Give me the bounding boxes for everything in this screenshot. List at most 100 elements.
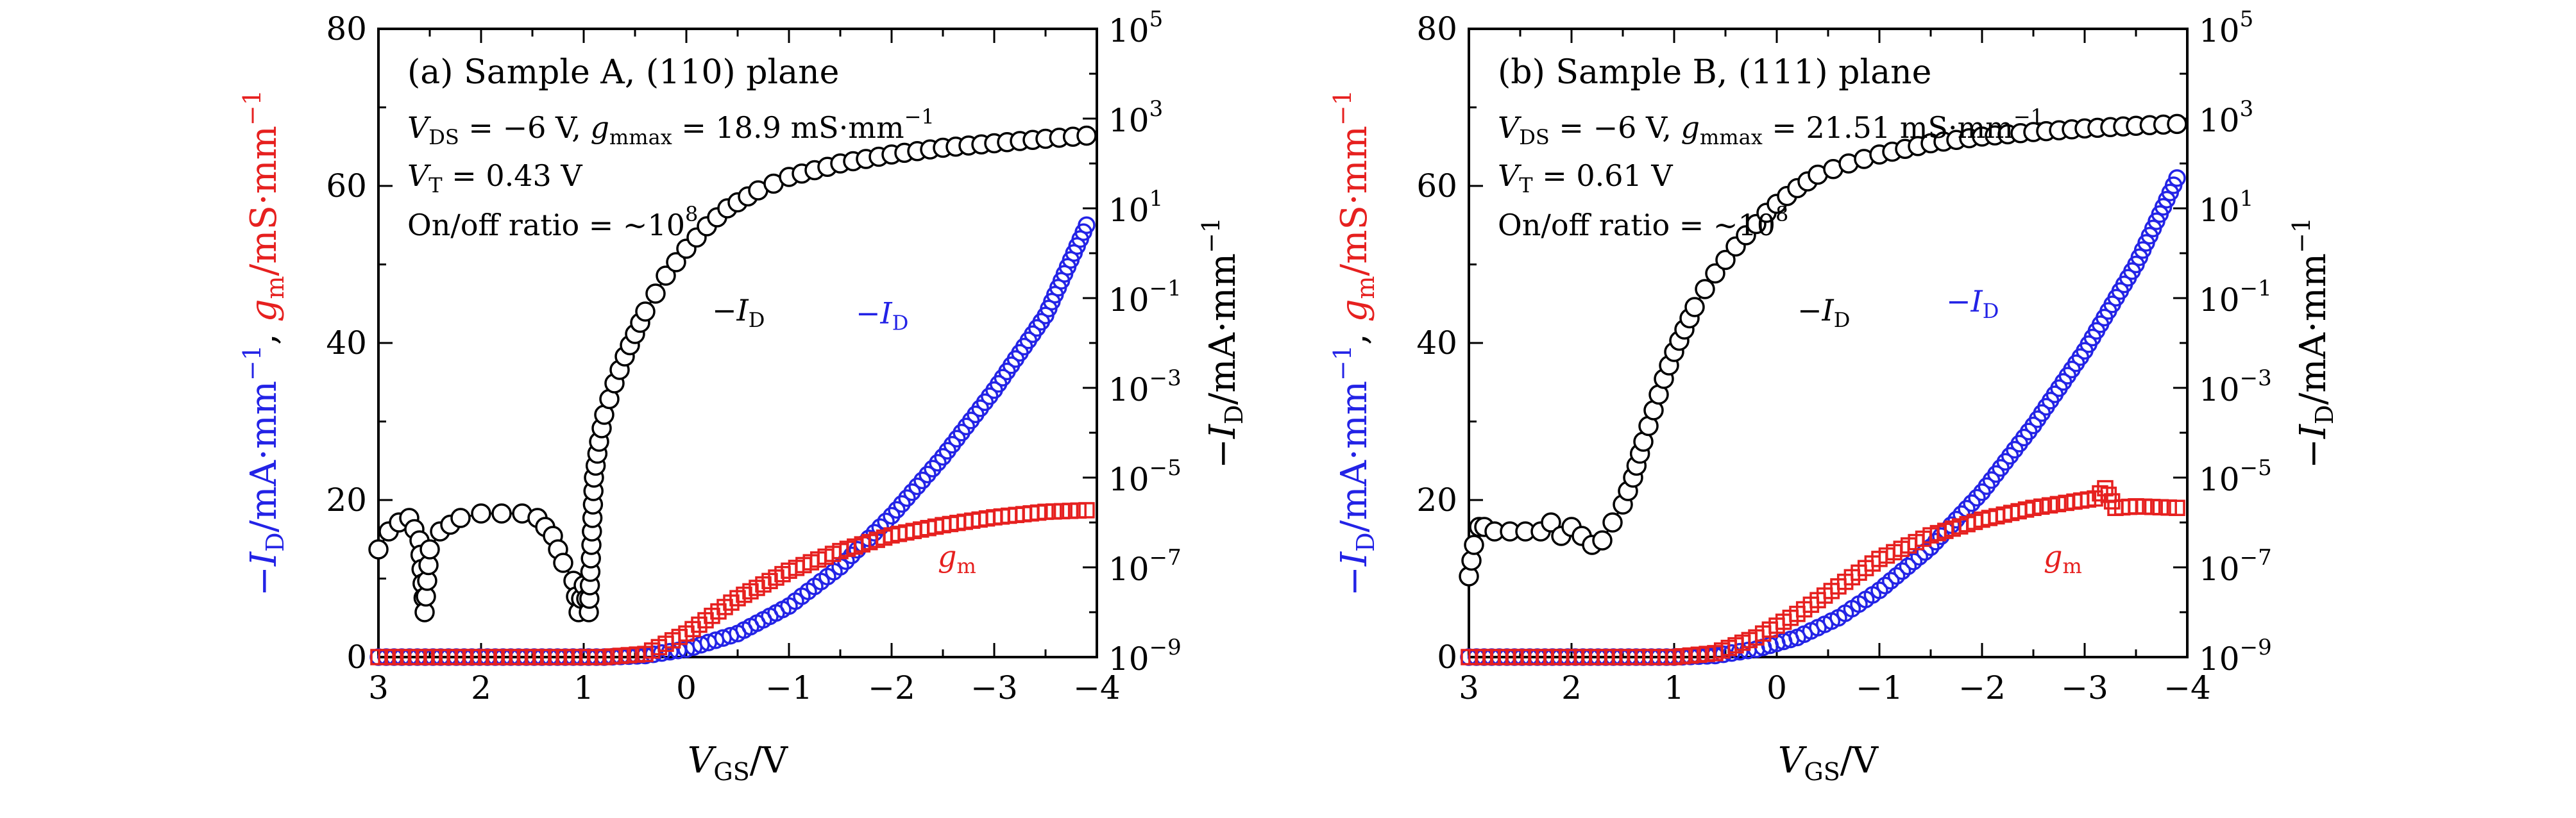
data-point: [903, 483, 921, 501]
data-point: [419, 539, 440, 560]
tick-exponent: −3: [1149, 365, 1182, 391]
title-part: /mA·mm: [1334, 381, 1375, 532]
data-point: [908, 477, 926, 496]
data-point: [1674, 648, 1691, 665]
data-point: [2033, 498, 2050, 515]
data-point: [1899, 557, 1917, 576]
series-red-gm: [370, 502, 1095, 665]
title-part: −: [1202, 438, 1244, 469]
data-point: [2168, 169, 2186, 187]
vds-value: = −6 V,: [459, 110, 591, 145]
tick-base: 10: [1108, 461, 1149, 498]
data-point: [2049, 496, 2067, 513]
data-point: [888, 501, 906, 519]
data-point: [604, 648, 621, 665]
y-left-tick-label: 0: [346, 639, 367, 676]
data-point: [898, 489, 916, 507]
data-point: [2041, 497, 2058, 514]
annotation-vt: VT = 0.61 V: [1498, 158, 1673, 197]
data-point: [450, 508, 471, 528]
annotation-vds-gm: VDS = −6 V, gmmax = 18.9 mS·mm−1: [407, 104, 935, 149]
tick-base: 10: [2199, 102, 2240, 139]
tick-base: 10: [2199, 12, 2240, 49]
tick-exponent: 1: [1149, 186, 1164, 212]
data-point: [1715, 249, 1736, 271]
gm-symbol: g: [590, 110, 609, 145]
tick-exponent: −7: [2240, 545, 2272, 571]
x-tick-label: −3: [970, 669, 1018, 706]
title-part: m: [261, 276, 289, 299]
series-blue-id: [1460, 169, 2186, 666]
x-tick-label: 1: [1664, 669, 1684, 706]
y-left-tick-label: 40: [326, 324, 367, 362]
tick-base: 10: [2199, 281, 2240, 319]
y-left-tick-label: 60: [326, 167, 367, 204]
y-right-tick-label: 105: [1108, 6, 1163, 49]
title-part: ,: [243, 322, 285, 345]
data-point: [596, 649, 613, 665]
data-point: [645, 283, 666, 304]
title-part: I: [1334, 551, 1375, 567]
data-point: [1070, 502, 1087, 519]
gm-symbol: g: [1681, 110, 1699, 145]
title-part: D: [1352, 532, 1380, 551]
tick-exponent: 5: [1149, 6, 1164, 32]
tick-base: 10: [1108, 192, 1149, 229]
title-part: −1: [1197, 217, 1225, 253]
tick-exponent: −1: [1149, 276, 1182, 301]
tick-exponent: −3: [2240, 365, 2272, 391]
data-point: [1682, 647, 1699, 664]
x-tick-label: 3: [1459, 669, 1479, 706]
label-subscript: D: [1834, 308, 1851, 332]
gm-exponent: −1: [904, 104, 935, 129]
data-point: [1464, 535, 1484, 555]
y-left-tick-label: 40: [1416, 324, 1457, 362]
y-right-tick-label: 10−1: [2199, 276, 2272, 319]
tick-base: 10: [2199, 192, 2240, 229]
x-axis-title: VGS/V: [1778, 740, 1879, 786]
y-right-tick-label: 10−7: [2199, 545, 2272, 588]
y-right-tick-label: 10−3: [2199, 365, 2272, 408]
data-point: [471, 503, 491, 524]
title-part: /mA·mm: [1202, 253, 1244, 405]
panel-b: 3 2 1 0 −1 −2 −3 −402040608010−910−710−510−310−…: [1328, 6, 2339, 786]
y-right-tick-label: 10−5: [1108, 455, 1182, 498]
onoff-text: On/off ratio = ~10: [407, 208, 685, 242]
data-point: [1876, 576, 1894, 595]
data-point: [1078, 216, 1096, 234]
label-symbol: g: [2044, 539, 2062, 574]
data-point: [1968, 488, 1986, 507]
series-black-log: [368, 125, 1097, 622]
x-tick-label: 3: [368, 669, 389, 706]
data-point: [1870, 581, 1888, 599]
label-symbol: g: [938, 539, 956, 574]
title-part: /mA·mm: [2292, 253, 2334, 405]
data-point: [368, 539, 389, 560]
panel-label: (b) Sample B, (111) plane: [1498, 53, 1931, 92]
label-subscript: D: [1983, 299, 1999, 323]
data-point: [1592, 530, 1613, 551]
x-tick-label: 2: [471, 669, 491, 706]
y-right-tick-label: 10−1: [1108, 276, 1182, 319]
gm-exponent: −1: [2013, 104, 2044, 129]
vt-symbol: V: [1498, 158, 1522, 193]
curve-label-gm: gm: [938, 539, 976, 578]
vt-value: = 0.43 V: [443, 158, 583, 193]
title-part: /V: [750, 740, 789, 781]
gm-subscript: mmax: [609, 125, 672, 149]
data-point: [1963, 494, 1981, 512]
label-prefix: −: [712, 293, 737, 328]
data-point: [919, 465, 936, 483]
y-left-tick-label: 60: [1416, 167, 1457, 204]
title-part: g: [243, 299, 285, 322]
tick-base: 10: [2199, 551, 2240, 588]
tick-base: 10: [1108, 281, 1149, 319]
tick-exponent: −1: [2240, 276, 2272, 301]
title-part: D: [1220, 405, 1248, 424]
data-point: [1893, 562, 1911, 580]
data-point: [2169, 499, 2185, 516]
title-part: GS: [713, 758, 749, 786]
curve-label-id-log: −ID: [1797, 293, 1850, 332]
title-part: −1: [2287, 217, 2316, 253]
title-part: I: [1202, 423, 1244, 439]
